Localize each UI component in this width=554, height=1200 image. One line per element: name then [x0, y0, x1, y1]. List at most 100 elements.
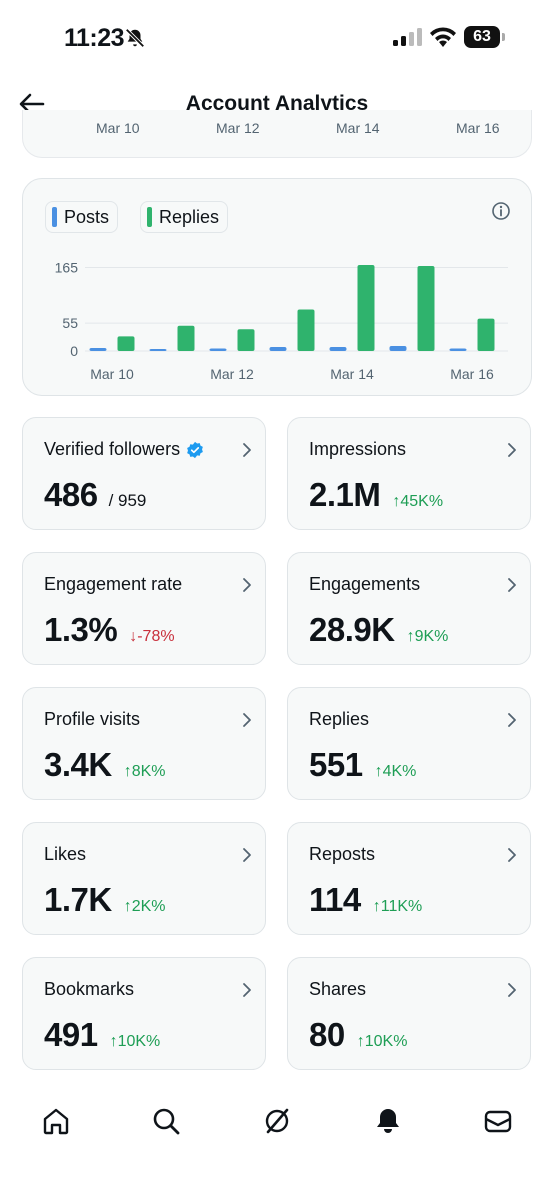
stat-label-text: Replies: [309, 709, 370, 729]
bar-posts-mar-16[interactable]: [449, 348, 467, 351]
stat-label-text: Verified followers: [44, 439, 181, 459]
stat-value: 491: [44, 1016, 98, 1053]
chevron-right-icon: [508, 713, 516, 727]
bar-replies-mar-11[interactable]: [177, 325, 195, 351]
chevron-right-icon: [508, 848, 516, 862]
legend-posts[interactable]: Posts: [45, 201, 119, 233]
bar-replies-mar-14[interactable]: [357, 265, 375, 351]
info-icon[interactable]: [491, 201, 511, 221]
verified-badge-icon: [187, 441, 203, 458]
arrow-up-icon: ↑: [123, 898, 132, 915]
bar-posts-mar-13[interactable]: [269, 346, 287, 351]
bar-replies-mar-13[interactable]: [297, 309, 315, 351]
stat-card[interactable]: Engagement rate 1.3% ↓-78%: [22, 552, 266, 665]
bar-replies-mar-16[interactable]: [477, 318, 495, 351]
notifications-icon[interactable]: [373, 1106, 403, 1136]
bar-posts-mar-12[interactable]: [209, 348, 227, 351]
stat-label: Engagement rate: [44, 574, 182, 595]
arrow-up-icon: ↑: [374, 763, 383, 780]
chevron-right-icon: [508, 443, 516, 457]
y-tick-label: 55: [62, 315, 78, 331]
activity-chart-card: 0 55 165 Mar 10 Mar 12 Mar 14 Mar 16 Posts Rep…: [22, 178, 532, 396]
signal-icon: [393, 28, 422, 46]
stat-change: ↓-78%: [129, 628, 174, 646]
status-bar: 11:23 63: [0, 0, 554, 76]
previous-tick-label: Mar 14: [336, 120, 380, 136]
chevron-right-icon: [243, 983, 251, 997]
stat-change-value: 2K%: [131, 898, 166, 915]
bar-posts-mar-11[interactable]: [149, 349, 167, 351]
stat-card[interactable]: Likes 1.7K ↑2K%: [22, 822, 266, 935]
stat-card[interactable]: Verified followers 486 / 959: [22, 417, 266, 530]
battery-indicator: 63: [464, 26, 506, 48]
bar-posts-mar-14[interactable]: [329, 346, 347, 351]
stat-card[interactable]: Profile visits 3.4K ↑8K%: [22, 687, 266, 800]
stat-label: Likes: [44, 844, 86, 865]
bar-replies-mar-15[interactable]: [417, 266, 435, 351]
bar-posts-mar-10[interactable]: [89, 347, 107, 351]
bar-replies-mar-10[interactable]: [117, 336, 135, 351]
stat-change-value: 11K%: [380, 898, 423, 915]
legend-posts-label: Posts: [64, 206, 110, 227]
bar-replies-mar-12[interactable]: [237, 329, 255, 351]
stat-change: ↑2K%: [124, 898, 166, 916]
stat-card[interactable]: Shares 80 ↑10K%: [287, 957, 531, 1070]
stat-label: Shares: [309, 979, 366, 1000]
stat-value: 551: [309, 746, 363, 783]
previous-chart-card: Mar 10 Mar 12 Mar 14 Mar 16: [22, 110, 532, 158]
stat-change: ↑9K%: [407, 628, 449, 646]
status-time: 11:23: [64, 24, 125, 52]
stat-change: ↑4K%: [375, 763, 417, 781]
chevron-right-icon: [243, 578, 251, 592]
previous-chart-ticks: Mar 10 Mar 12 Mar 14 Mar 16: [23, 120, 531, 146]
stat-card[interactable]: Impressions 2.1M ↑45K%: [287, 417, 531, 530]
grok-icon[interactable]: [262, 1106, 292, 1136]
stat-change-value: 45K%: [400, 493, 444, 510]
stat-value-row: 1.7K ↑2K%: [44, 881, 166, 919]
stat-change: ↑10K%: [357, 1033, 408, 1051]
previous-tick-label: Mar 10: [96, 120, 140, 136]
legend-posts-swatch: [52, 207, 57, 227]
stat-value: 2.1M: [309, 476, 381, 513]
x-tick-label: Mar 16: [450, 366, 494, 382]
stat-label: Impressions: [309, 439, 406, 460]
activity-chart: 0 55 165 Mar 10 Mar 12 Mar 14 Mar 16: [55, 260, 508, 382]
messages-icon[interactable]: [483, 1106, 513, 1136]
stat-label: Verified followers: [44, 439, 204, 460]
stat-change: ↑10K%: [110, 1033, 161, 1051]
stat-value: 486: [44, 476, 98, 513]
legend-replies[interactable]: Replies: [140, 201, 229, 233]
stat-label-text: Profile visits: [44, 709, 141, 729]
stat-value-row: 2.1M ↑45K%: [309, 476, 443, 514]
stat-value-row: 486 / 959: [44, 476, 146, 514]
stat-card[interactable]: Replies 551 ↑4K%: [287, 687, 531, 800]
previous-tick-label: Mar 12: [216, 120, 260, 136]
home-icon[interactable]: [41, 1106, 71, 1136]
stat-value-row: 3.4K ↑8K%: [44, 746, 166, 784]
stat-label-text: Shares: [309, 979, 367, 999]
stat-card[interactable]: Engagements 28.9K ↑9K%: [287, 552, 531, 665]
stat-change: ↑8K%: [124, 763, 166, 781]
stat-value-row: 114 ↑11K%: [309, 881, 422, 919]
stat-label: Bookmarks: [44, 979, 134, 1000]
stat-card[interactable]: Bookmarks 491 ↑10K%: [22, 957, 266, 1070]
stat-value: 1.3%: [44, 611, 118, 648]
stat-value-row: 80 ↑10K%: [309, 1016, 407, 1054]
x-tick-label: Mar 14: [330, 366, 374, 382]
chevron-right-icon: [243, 848, 251, 862]
chevron-right-icon: [243, 443, 251, 457]
stat-change: ↑11K%: [373, 898, 423, 916]
chevron-right-icon: [508, 983, 516, 997]
stat-change-value: 4K%: [382, 763, 417, 780]
stat-card[interactable]: Reposts 114 ↑11K%: [287, 822, 531, 935]
bar-posts-mar-15[interactable]: [389, 345, 407, 351]
x-tick-label: Mar 10: [90, 366, 134, 382]
bell-slash-icon: [125, 28, 145, 48]
y-tick-label: 165: [55, 260, 79, 276]
stat-value: 114: [309, 881, 361, 918]
stat-change-value: 10K%: [117, 1033, 161, 1050]
search-icon[interactable]: [151, 1106, 181, 1136]
stat-value: 1.7K: [44, 881, 112, 918]
x-tick-label: Mar 12: [210, 366, 254, 382]
stat-label-text: Bookmarks: [44, 979, 135, 999]
